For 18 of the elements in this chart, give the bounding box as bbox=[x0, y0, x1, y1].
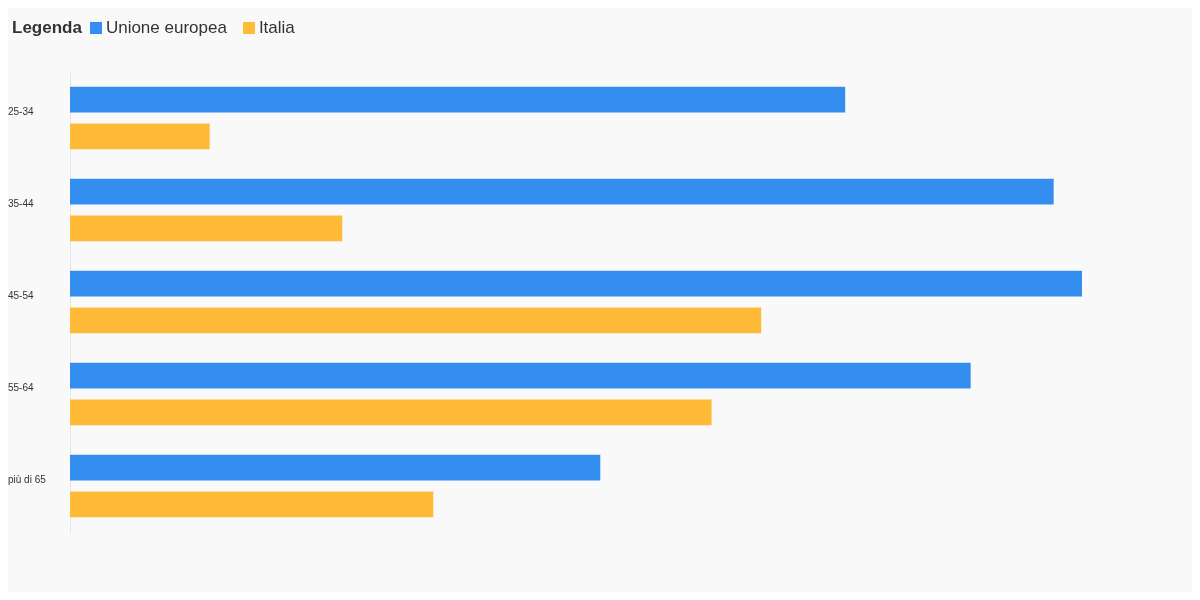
bar bbox=[70, 307, 762, 334]
y-tick-label: 45-54 bbox=[8, 289, 35, 301]
bar bbox=[70, 178, 1054, 205]
bar bbox=[70, 270, 1082, 297]
bar bbox=[70, 215, 343, 242]
legend-label: Unione europea bbox=[105, 18, 227, 38]
y-tick-label: più di 65 bbox=[8, 473, 47, 485]
bar bbox=[70, 491, 434, 518]
bar bbox=[70, 362, 971, 389]
y-tick-label: 25-34 bbox=[8, 105, 35, 117]
bar bbox=[70, 399, 712, 426]
bar bbox=[70, 454, 601, 481]
y-tick-label: 55-64 bbox=[8, 381, 35, 393]
bar bbox=[70, 123, 210, 150]
bar bbox=[70, 86, 846, 113]
legend-title: Legenda bbox=[12, 18, 82, 38]
legend-label: Italia bbox=[258, 18, 295, 38]
y-tick-label: 35-44 bbox=[8, 197, 35, 209]
